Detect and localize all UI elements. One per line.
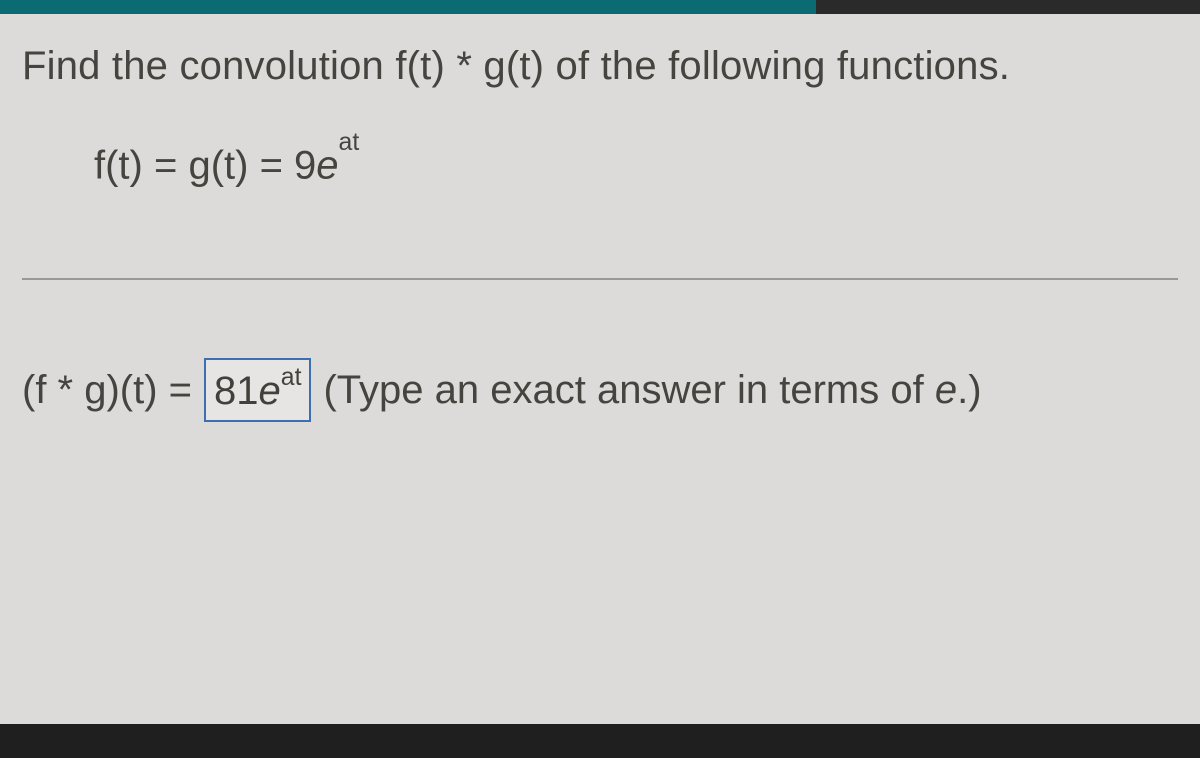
question-star: *: [456, 44, 472, 88]
question-suffix: g(t) of the following functions.: [472, 44, 1010, 88]
problem-page: Find the convolution f(t) * g(t) of the …: [0, 14, 1200, 724]
answer-row: (f * g)(t) = 81eat (Type an exact answer…: [22, 358, 1178, 422]
answer-value-num: 81: [214, 369, 259, 414]
given-functions: f(t) = g(t) = 9eat: [94, 143, 1178, 188]
section-divider: [22, 278, 1178, 280]
given-exp: at: [339, 129, 360, 156]
question-text: Find the convolution f(t) * g(t) of the …: [22, 44, 1178, 89]
answer-value-exp: at: [281, 364, 302, 392]
window-top-bar: [0, 0, 1200, 14]
answer-hint: (Type an exact answer in terms of e.): [323, 368, 981, 413]
given-e: e: [316, 143, 338, 187]
question-prefix: Find the convolution f(t): [22, 44, 456, 88]
answer-value-e: e: [259, 369, 281, 414]
window-bottom-bar: [0, 724, 1200, 758]
answer-input[interactable]: 81eat: [204, 358, 311, 422]
answer-lhs: (f * g)(t) =: [22, 368, 192, 413]
given-lhs: f(t) = g(t) = 9: [94, 143, 316, 187]
